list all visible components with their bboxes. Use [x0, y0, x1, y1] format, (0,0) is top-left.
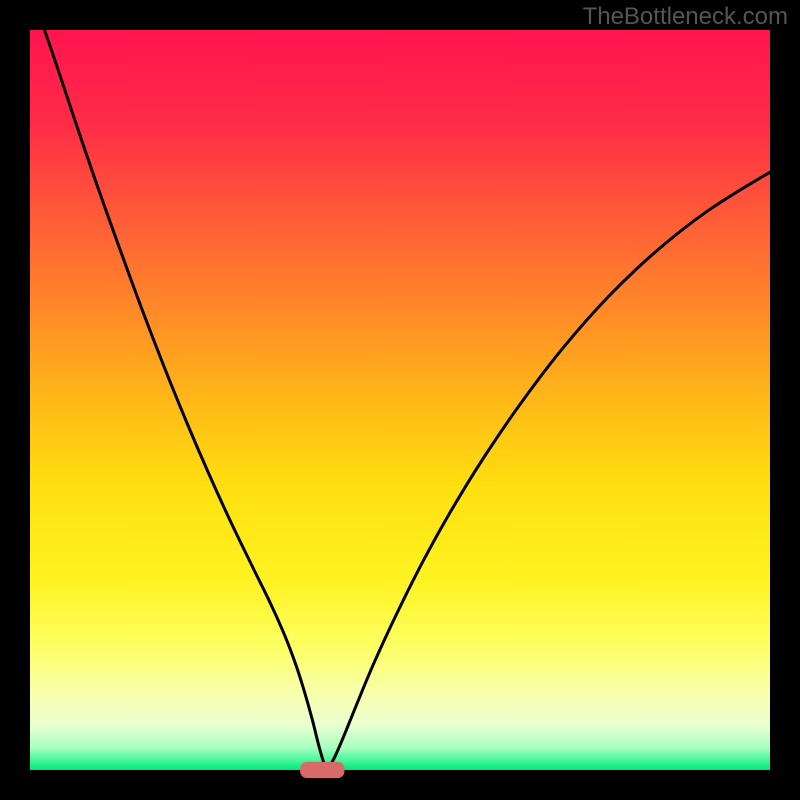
- optimal-marker: [300, 762, 344, 778]
- chart-container: TheBottleneck.com: [0, 0, 800, 800]
- watermark-text: TheBottleneck.com: [583, 3, 788, 31]
- chart-background: [30, 30, 770, 770]
- bottleneck-chart: [0, 0, 800, 800]
